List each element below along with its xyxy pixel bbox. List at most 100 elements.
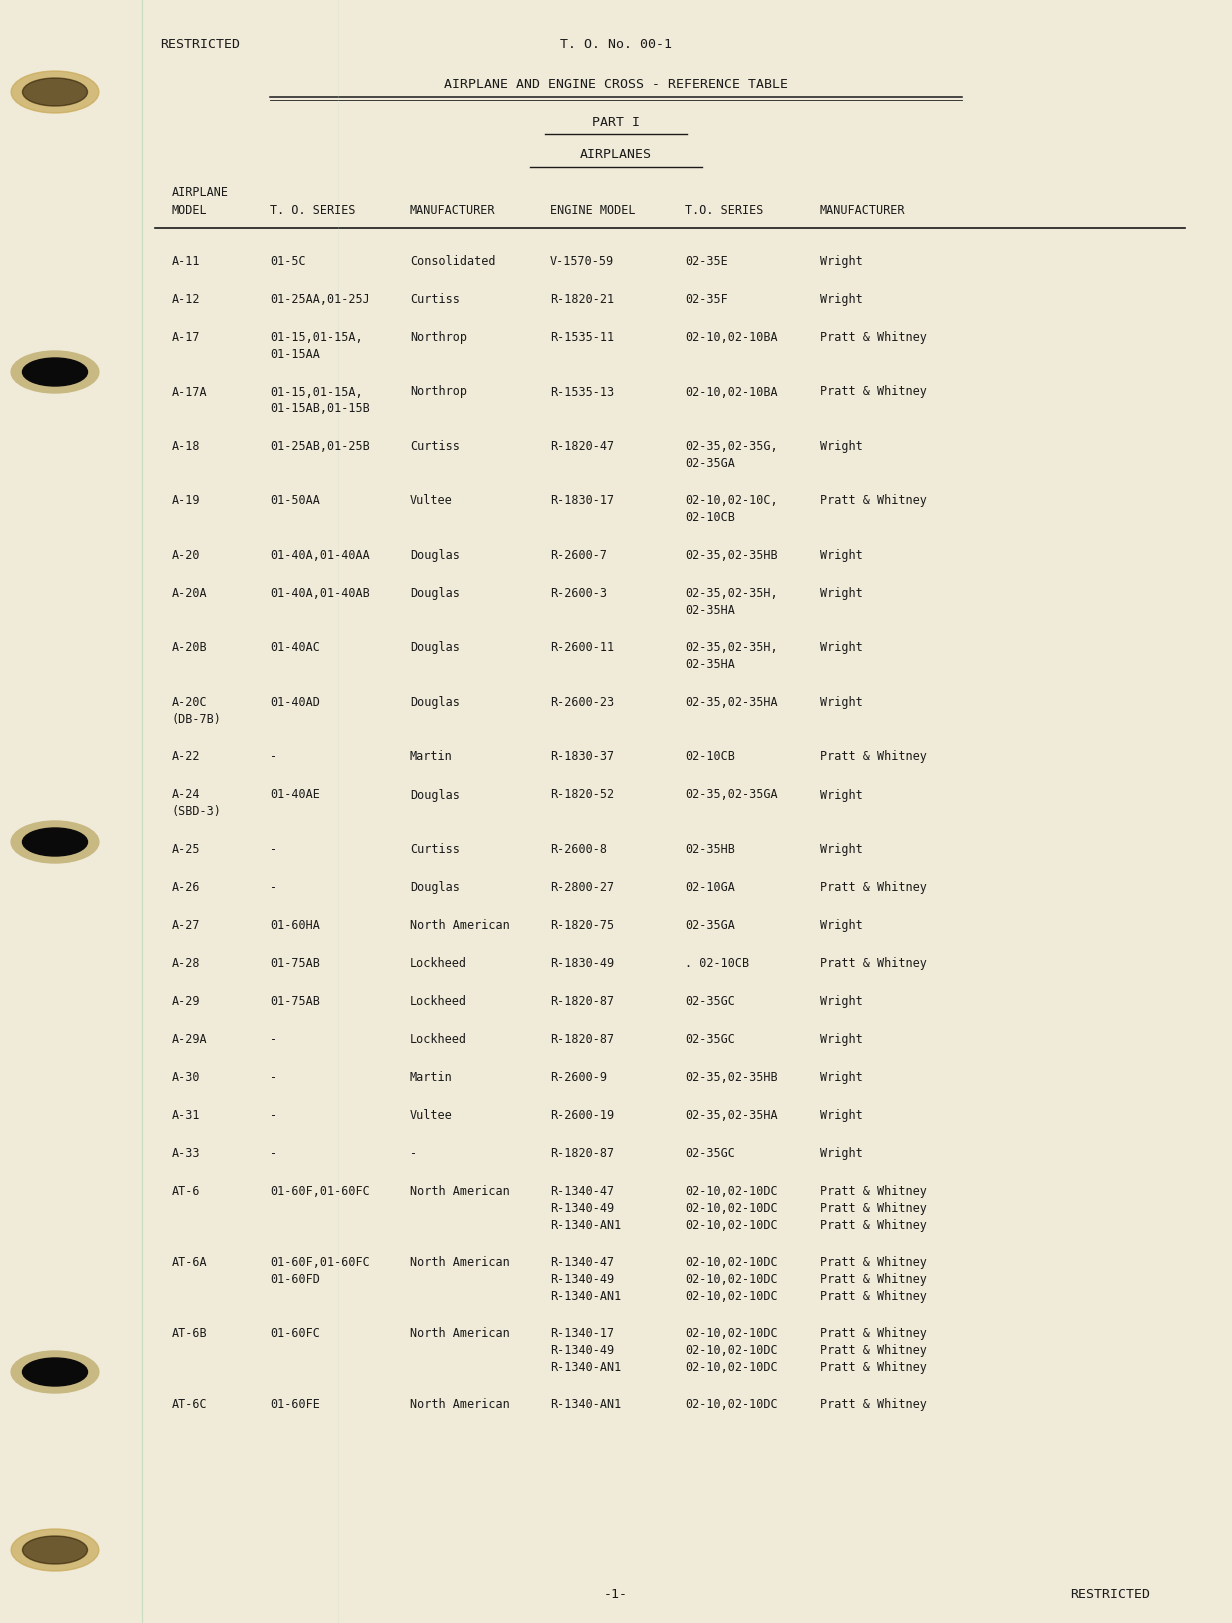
Text: Douglas: Douglas	[410, 881, 460, 894]
Text: A-28: A-28	[172, 958, 201, 971]
Text: V-1570-59: V-1570-59	[549, 255, 614, 268]
Text: R-1820-52: R-1820-52	[549, 789, 614, 802]
Text: Pratt & Whitney
Pratt & Whitney
Pratt & Whitney: Pratt & Whitney Pratt & Whitney Pratt & …	[821, 1328, 926, 1375]
Text: A-12: A-12	[172, 294, 201, 307]
Text: Wright: Wright	[821, 919, 862, 932]
Text: 01-60F,01-60FC: 01-60F,01-60FC	[270, 1185, 370, 1198]
Text: MANUFACTURER: MANUFACTURER	[821, 203, 906, 216]
Text: 01-40AE: 01-40AE	[270, 789, 320, 802]
Text: Douglas: Douglas	[410, 641, 460, 654]
Text: Vultee: Vultee	[410, 495, 452, 508]
Text: A-20: A-20	[172, 549, 201, 562]
Text: R-2600-3: R-2600-3	[549, 588, 607, 601]
Text: -: -	[270, 881, 277, 894]
Text: Wright: Wright	[821, 588, 862, 601]
Text: 01-40AC: 01-40AC	[270, 641, 320, 654]
Text: 02-35,02-35HA: 02-35,02-35HA	[685, 696, 777, 709]
Text: 02-35HB: 02-35HB	[685, 842, 734, 855]
Text: R-1340-AN1: R-1340-AN1	[549, 1397, 621, 1410]
Text: Wright: Wright	[821, 440, 862, 453]
Text: 02-35GC: 02-35GC	[685, 995, 734, 1008]
Text: A-19: A-19	[172, 495, 201, 508]
Text: AIRPLANE: AIRPLANE	[172, 187, 229, 200]
Text: Wright: Wright	[821, 1071, 862, 1084]
Text: A-17: A-17	[172, 331, 201, 344]
Text: AT-6A: AT-6A	[172, 1256, 208, 1269]
Text: A-11: A-11	[172, 255, 201, 268]
Text: 02-35E: 02-35E	[685, 255, 728, 268]
Text: 02-35,02-35HA: 02-35,02-35HA	[685, 1109, 777, 1121]
Text: A-17A: A-17A	[172, 386, 208, 399]
Text: 02-35,02-35HB: 02-35,02-35HB	[685, 549, 777, 562]
Text: PART I: PART I	[593, 115, 639, 128]
Text: A-20B: A-20B	[172, 641, 208, 654]
Text: 01-40A,01-40AB: 01-40A,01-40AB	[270, 588, 370, 601]
Text: Curtiss: Curtiss	[410, 842, 460, 855]
Text: Wright: Wright	[821, 842, 862, 855]
Text: North American: North American	[410, 1256, 510, 1269]
Text: North American: North American	[410, 1397, 510, 1410]
Text: Wright: Wright	[821, 1032, 862, 1045]
Text: Curtiss: Curtiss	[410, 294, 460, 307]
Text: R-2800-27: R-2800-27	[549, 881, 614, 894]
Text: 02-10CB: 02-10CB	[685, 750, 734, 763]
Text: North American: North American	[410, 1185, 510, 1198]
Text: Curtiss: Curtiss	[410, 440, 460, 453]
Text: 01-5C: 01-5C	[270, 255, 306, 268]
Text: A-20A: A-20A	[172, 588, 208, 601]
Text: 02-35,02-35G,
02-35GA: 02-35,02-35G, 02-35GA	[685, 440, 777, 471]
Text: 02-10,02-10BA: 02-10,02-10BA	[685, 331, 777, 344]
Text: Wright: Wright	[821, 255, 862, 268]
Text: . 02-10CB: . 02-10CB	[685, 958, 749, 971]
Text: 02-10,02-10DC
02-10,02-10DC
02-10,02-10DC: 02-10,02-10DC 02-10,02-10DC 02-10,02-10D…	[685, 1185, 777, 1232]
Text: 01-25AA,01-25J: 01-25AA,01-25J	[270, 294, 370, 307]
Text: A-31: A-31	[172, 1109, 201, 1121]
Text: 01-75AB: 01-75AB	[270, 958, 320, 971]
Text: 02-35GC: 02-35GC	[685, 1147, 734, 1160]
Text: 02-35,02-35GA: 02-35,02-35GA	[685, 789, 777, 802]
Text: T. O. No. 00-1: T. O. No. 00-1	[561, 39, 671, 52]
Ellipse shape	[11, 821, 99, 863]
Text: 01-15,01-15A,
01-15AA: 01-15,01-15A, 01-15AA	[270, 331, 362, 360]
Text: RESTRICTED: RESTRICTED	[1071, 1589, 1149, 1602]
Text: Wright: Wright	[821, 1147, 862, 1160]
Text: -: -	[270, 1071, 277, 1084]
Text: AT-6B: AT-6B	[172, 1328, 208, 1341]
Text: 02-10,02-10DC
02-10,02-10DC
02-10,02-10DC: 02-10,02-10DC 02-10,02-10DC 02-10,02-10D…	[685, 1328, 777, 1375]
Text: 01-15,01-15A,
01-15AB,01-15B: 01-15,01-15A, 01-15AB,01-15B	[270, 386, 370, 415]
Text: Consolidated: Consolidated	[410, 255, 495, 268]
Text: A-33: A-33	[172, 1147, 201, 1160]
Text: T. O. SERIES: T. O. SERIES	[270, 203, 356, 216]
Text: R-1340-47
R-1340-49
R-1340-AN1: R-1340-47 R-1340-49 R-1340-AN1	[549, 1256, 621, 1303]
Text: Pratt & Whitney: Pratt & Whitney	[821, 1397, 926, 1410]
Text: R-1535-13: R-1535-13	[549, 386, 614, 399]
Text: 02-35,02-35H,
02-35HA: 02-35,02-35H, 02-35HA	[685, 641, 777, 672]
Text: ENGINE MODEL: ENGINE MODEL	[549, 203, 636, 216]
Text: R-1340-47
R-1340-49
R-1340-AN1: R-1340-47 R-1340-49 R-1340-AN1	[549, 1185, 621, 1232]
Text: Pratt & Whitney: Pratt & Whitney	[821, 750, 926, 763]
Text: 01-40AD: 01-40AD	[270, 696, 320, 709]
Text: R-1820-21: R-1820-21	[549, 294, 614, 307]
Text: Pratt & Whitney: Pratt & Whitney	[821, 331, 926, 344]
Text: A-29: A-29	[172, 995, 201, 1008]
Ellipse shape	[22, 1535, 87, 1565]
Text: Wright: Wright	[821, 549, 862, 562]
Text: Wright: Wright	[821, 696, 862, 709]
Ellipse shape	[11, 71, 99, 114]
Text: R-1535-11: R-1535-11	[549, 331, 614, 344]
Text: Douglas: Douglas	[410, 789, 460, 802]
Text: 02-10,02-10BA: 02-10,02-10BA	[685, 386, 777, 399]
Text: -: -	[270, 1032, 277, 1045]
Text: Douglas: Douglas	[410, 696, 460, 709]
Text: 01-50AA: 01-50AA	[270, 495, 320, 508]
Text: 02-35GC: 02-35GC	[685, 1032, 734, 1045]
Ellipse shape	[22, 828, 87, 855]
Text: Pratt & Whitney: Pratt & Whitney	[821, 386, 926, 399]
Text: A-29A: A-29A	[172, 1032, 208, 1045]
Text: 01-60F,01-60FC
01-60FD: 01-60F,01-60FC 01-60FD	[270, 1256, 370, 1285]
Text: AIRPLANE AND ENGINE CROSS - REFERENCE TABLE: AIRPLANE AND ENGINE CROSS - REFERENCE TA…	[444, 78, 788, 91]
Text: -: -	[270, 1109, 277, 1121]
Text: R-2600-11: R-2600-11	[549, 641, 614, 654]
Text: -: -	[270, 1147, 277, 1160]
Text: 02-10,02-10DC
02-10,02-10DC
02-10,02-10DC: 02-10,02-10DC 02-10,02-10DC 02-10,02-10D…	[685, 1256, 777, 1303]
